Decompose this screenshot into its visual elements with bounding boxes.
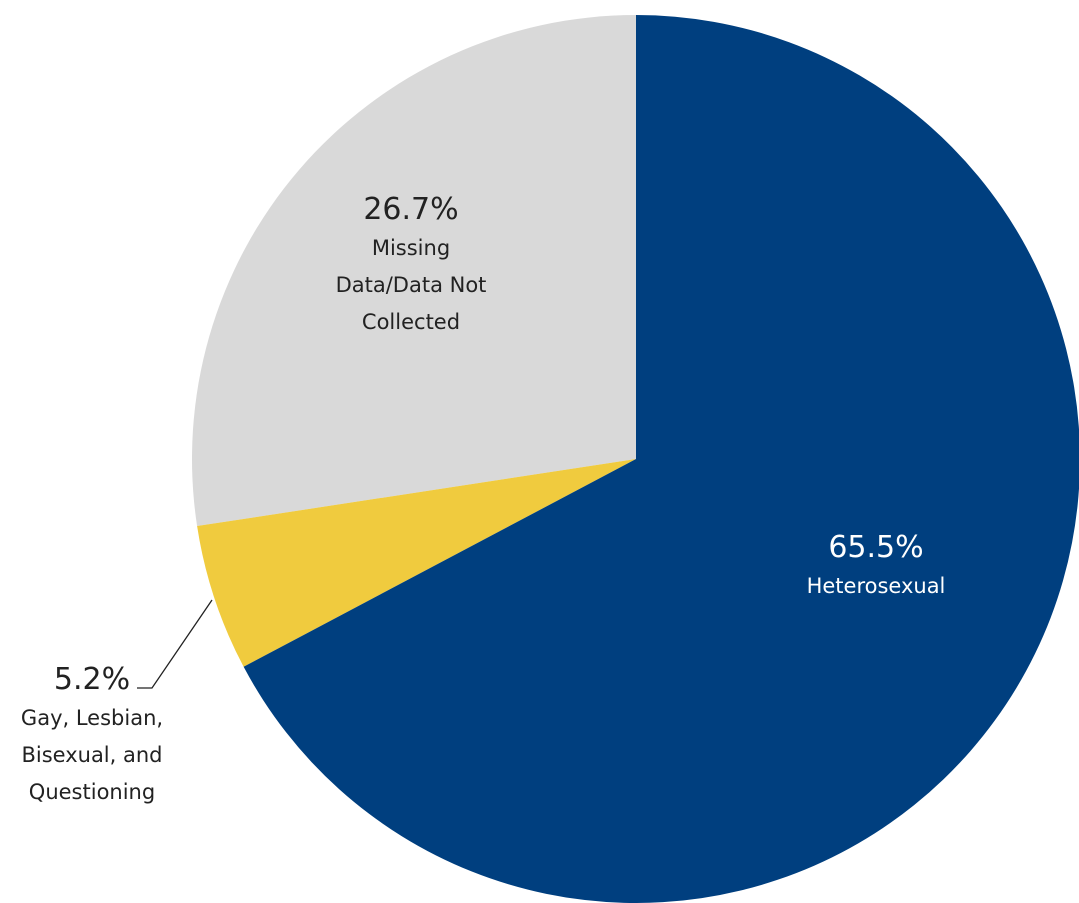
category-label: Gay, Lesbian, Bisexual, and Questioning: [20, 706, 164, 804]
pie-slice: [192, 15, 636, 527]
slice-label: 26.7% Missing Data/Data Not Collected: [324, 190, 499, 341]
slice-label: 65.5% Heterosexual: [776, 528, 976, 605]
value-label: 65.5%: [828, 530, 924, 565]
pie-slice: [197, 459, 637, 667]
leader-line: [137, 599, 213, 689]
category-label: Missing Data/Data Not Collected: [335, 236, 487, 334]
value-label: 5.2%: [53, 662, 131, 697]
pie-slice: [243, 15, 1079, 903]
category-label: Heterosexual: [806, 574, 946, 598]
value-label: 26.7%: [363, 192, 459, 227]
slice-label: 5.2% Gay, Lesbian, Bisexual, and Question…: [5, 660, 180, 811]
